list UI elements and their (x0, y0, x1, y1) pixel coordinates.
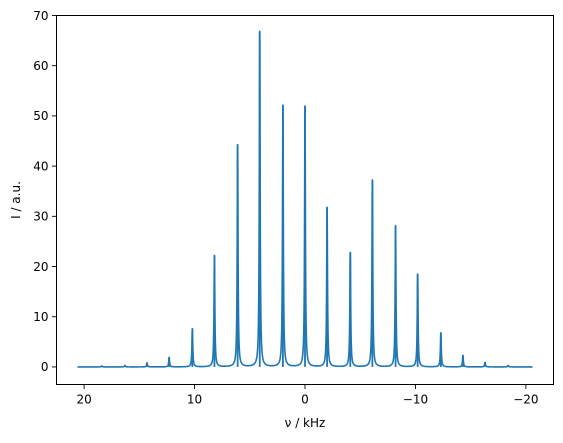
y-tick-label: 30 (33, 210, 48, 224)
x-axis-label: ν / kHz (285, 416, 326, 430)
x-tick-label: 10 (187, 393, 202, 407)
series-layer (76, 30, 534, 368)
y-axis-label: I / a.u. (9, 181, 23, 219)
x-tick-label: 0 (301, 393, 309, 407)
x-tick-label: −10 (403, 393, 428, 407)
y-tick-label: 70 (33, 9, 48, 23)
y-tick-label: 0 (41, 360, 49, 374)
y-tick-label: 50 (33, 109, 48, 123)
y-tick-label: 60 (33, 59, 48, 73)
y-tick-label: 10 (33, 310, 48, 324)
y-tick-label: 20 (33, 260, 48, 274)
x-tick-label: −20 (513, 393, 538, 407)
y-ticks: 0 10 20 30 40 50 60 70 (33, 9, 57, 374)
x-ticks: 20 10 0 −10 −20 (76, 384, 539, 407)
y-tick-label: 40 (33, 159, 48, 173)
x-tick-label: 20 (76, 393, 91, 407)
